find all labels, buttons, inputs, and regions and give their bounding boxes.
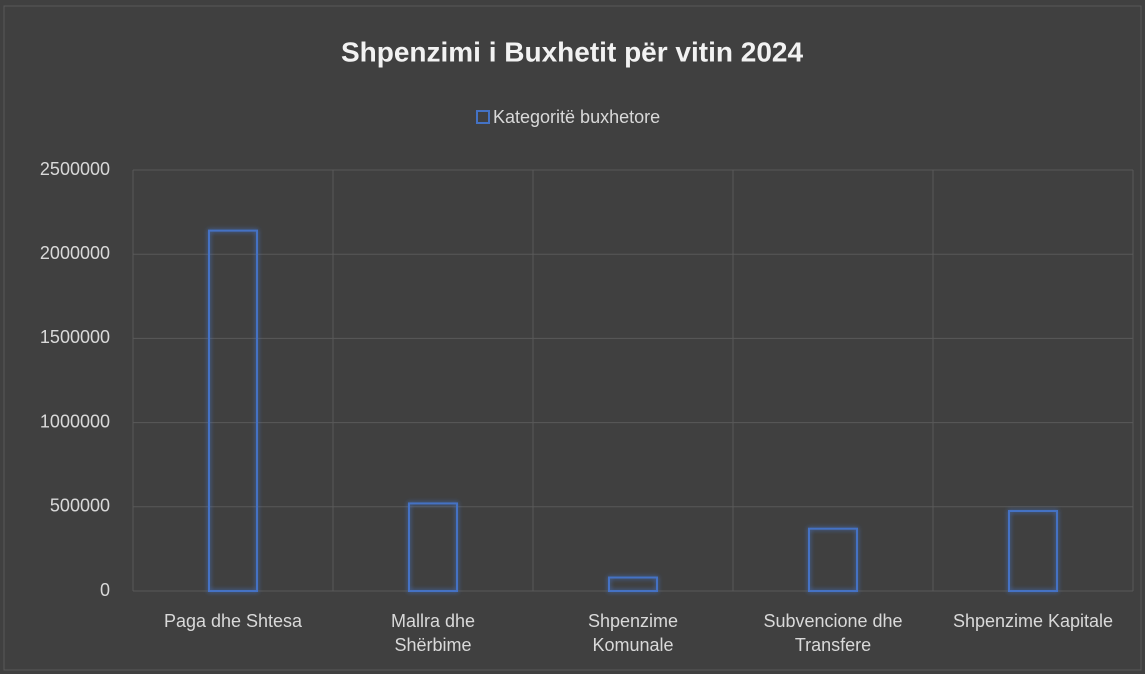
y-tick-label: 1500000 [40,327,110,347]
chart-border [3,5,1142,671]
legend-label: Kategoritë buxhetore [493,107,660,127]
bar [1008,510,1058,593]
x-tick-label: Shpenzime Komunale [587,611,679,655]
y-tick-label: 0 [100,580,110,600]
y-tick-label: 1000000 [40,411,110,431]
y-tick-label: 2000000 [40,243,110,263]
bar [208,229,258,592]
y-tick-label: 500000 [50,496,110,516]
chart-title: Shpenzimi i Buxhetit për vitin 2024 [341,36,804,67]
bar [608,576,658,593]
x-tick-label: Shpenzime Kapitale [952,611,1114,631]
legend-swatch [476,110,490,124]
x-tick-label: Mallra dhe Shërbime [390,611,476,655]
x-tick-label: Subvencione dhe Transfere [763,611,903,655]
bar [408,502,458,593]
bar [808,527,858,593]
x-tick-label: Paga dhe Shtesa [163,611,303,631]
y-tick-label: 2500000 [40,159,110,179]
